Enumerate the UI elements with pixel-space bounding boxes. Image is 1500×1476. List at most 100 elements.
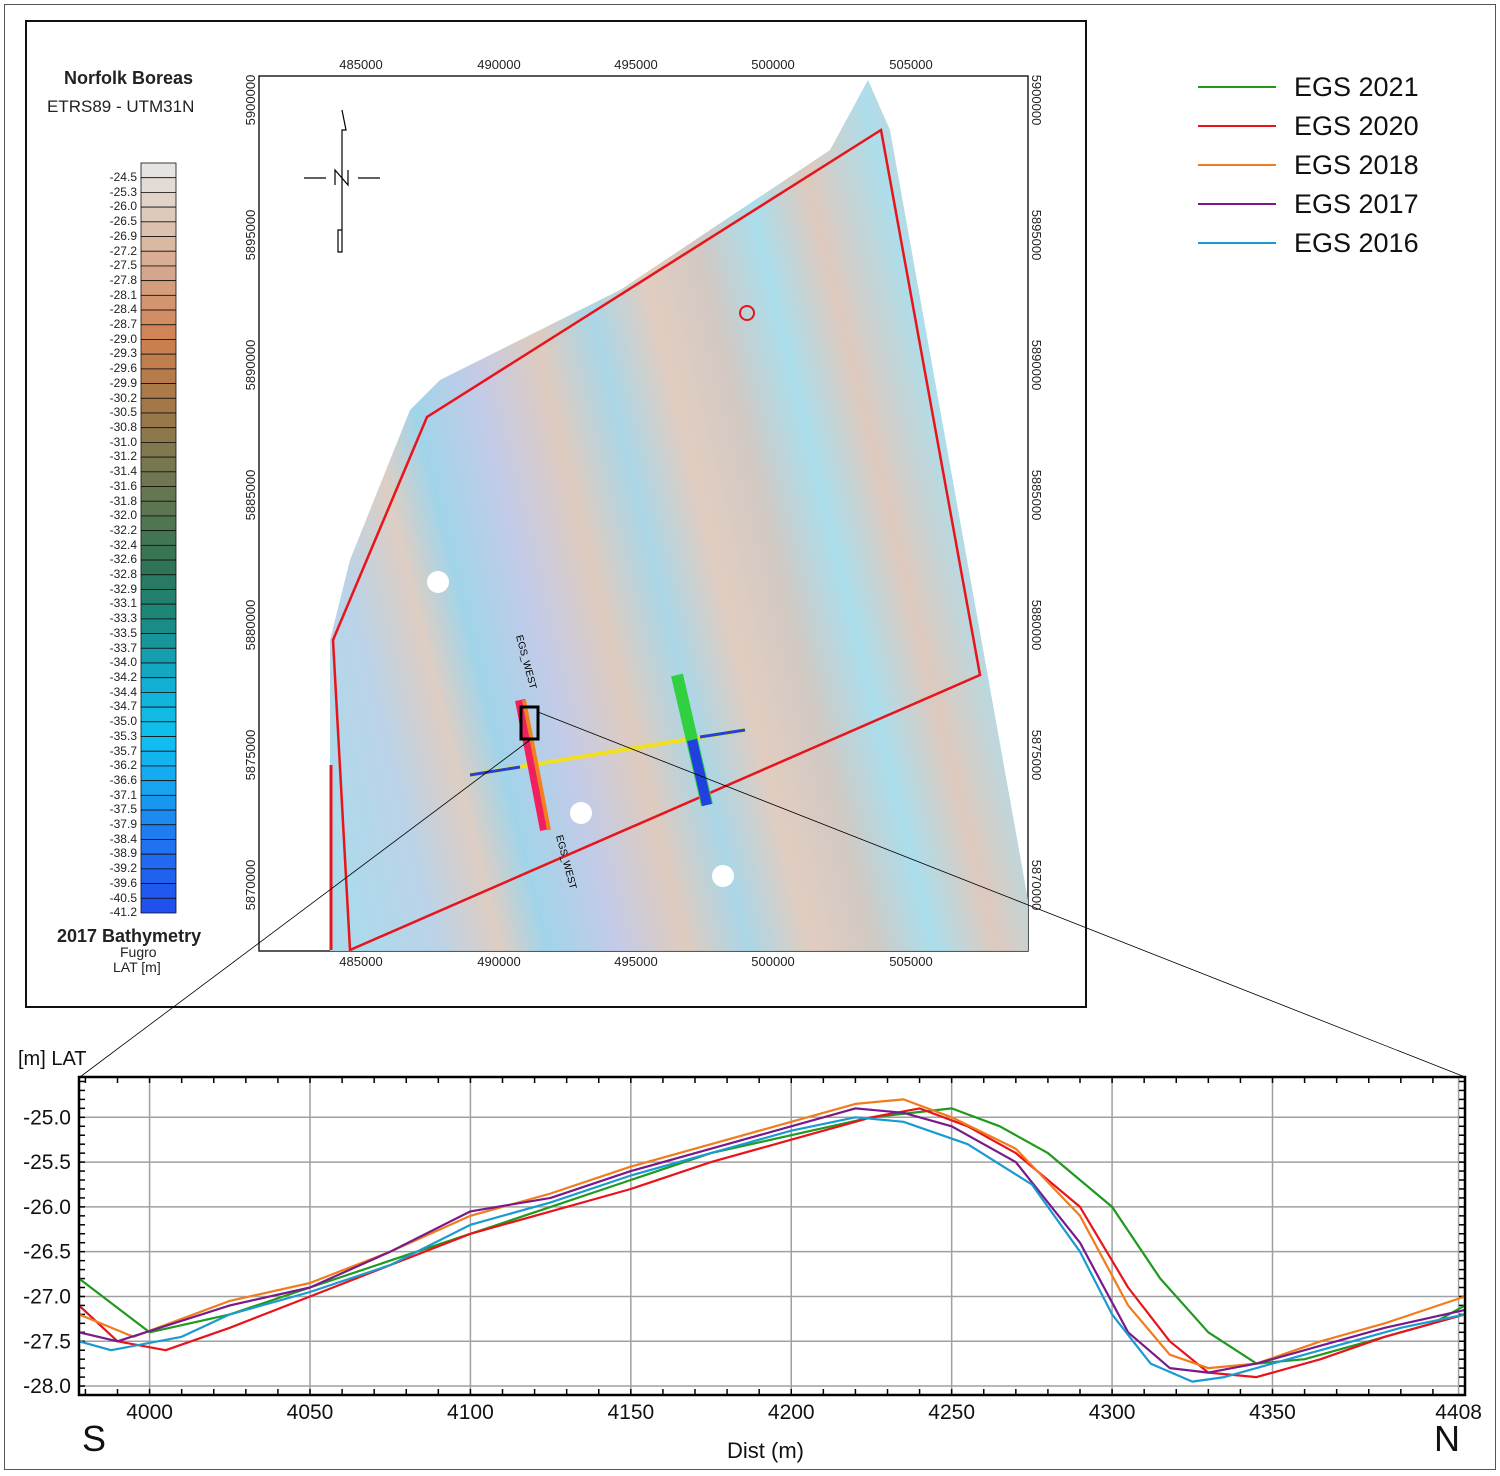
colorbar-label: -32.8 xyxy=(109,567,137,582)
colorbar-label: -34.0 xyxy=(109,655,137,670)
plot-frame xyxy=(77,1075,1467,1397)
legend-swatch xyxy=(1198,125,1276,127)
colorbar-label: -40.5 xyxy=(109,890,137,905)
data-gap xyxy=(712,865,734,887)
y-tick-label: -27.5 xyxy=(23,1330,71,1353)
colorbar-label: -29.0 xyxy=(109,331,137,346)
marker-circle xyxy=(739,305,755,321)
northing-label-right: 5890000 xyxy=(1029,340,1044,391)
end-label-n: N xyxy=(1434,1418,1460,1459)
colorbar-label: -36.2 xyxy=(109,758,137,773)
y-axis-label: [m] LAT xyxy=(18,1048,87,1070)
northing-label-left: 5890000 xyxy=(243,340,258,391)
plot-area xyxy=(79,1077,1465,1395)
colorbar-label: -29.6 xyxy=(109,361,137,376)
colorbar-label: -39.6 xyxy=(109,875,137,890)
legend-label: EGS 2018 xyxy=(1294,149,1419,180)
legend-label: EGS 2020 xyxy=(1294,110,1419,141)
x-tick-label: 4200 xyxy=(768,1401,815,1424)
colorbar-label: -34.4 xyxy=(109,684,137,699)
colorbar-label: -26.5 xyxy=(109,214,137,229)
survey-boundary xyxy=(331,127,982,952)
y-tick-label: -25.0 xyxy=(23,1106,71,1129)
colorbar-label: -32.2 xyxy=(109,522,137,537)
northing-label-left: 5875000 xyxy=(243,730,258,781)
north-arrow xyxy=(304,109,380,253)
zoom-connector-right xyxy=(537,711,1466,1078)
northing-label-left: 5885000 xyxy=(243,470,258,521)
colorbar-label: -26.0 xyxy=(109,199,137,214)
easting-label: 500000 xyxy=(751,954,794,969)
y-tick-label: -26.5 xyxy=(23,1241,71,1264)
colorbar-label: -37.5 xyxy=(109,802,137,817)
colorbar-title: 2017 Bathymetry xyxy=(57,926,202,946)
colorbar-label: -29.3 xyxy=(109,346,137,361)
colorbar-label: -32.9 xyxy=(109,581,137,596)
easting-label: 490000 xyxy=(477,954,520,969)
x-tick-label: 4150 xyxy=(607,1401,654,1424)
colorbar-label: -24.5 xyxy=(109,170,137,184)
legend-swatch xyxy=(1198,203,1276,205)
northing-label-right: 5895000 xyxy=(1029,210,1044,261)
colorbar-label: -33.1 xyxy=(109,596,137,611)
legend-item: EGS 2021 xyxy=(1198,72,1419,102)
legend-item: EGS 2016 xyxy=(1198,228,1419,258)
easting-label: 485000 xyxy=(339,57,382,72)
colorbar-label: -30.2 xyxy=(109,390,137,405)
x-axis-label: Dist (m) xyxy=(727,1438,804,1463)
transect-cross-end xyxy=(699,728,746,739)
colorbar-label: -28.4 xyxy=(109,302,137,317)
series-line-egs-2020 xyxy=(78,1107,1466,1379)
colorbar-label: -35.3 xyxy=(109,728,137,743)
y-tick-label: -26.0 xyxy=(23,1196,71,1219)
y-tick-label: -28.0 xyxy=(23,1375,71,1398)
colorbar-label: -28.1 xyxy=(109,287,137,302)
easting-label: 490000 xyxy=(477,57,520,72)
legend-item: EGS 2017 xyxy=(1198,189,1419,219)
colorbar-label: -37.1 xyxy=(109,787,137,802)
x-tick-label: 4250 xyxy=(928,1401,975,1424)
legend-item: EGS 2020 xyxy=(1198,111,1419,141)
zoom-box xyxy=(519,705,540,741)
colorbar-source: Fugro xyxy=(120,944,157,960)
legend-item: EGS 2018 xyxy=(1198,150,1419,180)
colorbar-label: -34.7 xyxy=(109,699,137,714)
colorbar-label: -35.0 xyxy=(109,714,137,729)
colorbar-labels: -24.5 -25.3 -26.0 -26.5 -26.9 -27.2 -27.5 -27.8… xyxy=(90,170,137,920)
bathymetry-coverage xyxy=(330,80,1028,951)
transect-cross-end xyxy=(469,765,521,777)
colorbar-label: -33.3 xyxy=(109,611,137,626)
legend-label: EGS 2021 xyxy=(1294,71,1419,102)
x-tick-label: 4100 xyxy=(447,1401,494,1424)
colorbar-label: -31.4 xyxy=(109,464,137,479)
colorbar-label: -27.5 xyxy=(109,258,137,273)
data-gap xyxy=(570,802,592,824)
colorbar-label: -34.2 xyxy=(109,670,137,684)
colorbar-label: -31.8 xyxy=(109,493,137,508)
colorbar-label: -32.6 xyxy=(109,552,137,567)
zoom-connector-left xyxy=(79,739,531,1078)
x-tick-label: 4000 xyxy=(126,1401,173,1424)
northing-label-left: 5900000 xyxy=(243,75,258,126)
colorbar-label: -39.2 xyxy=(109,861,137,876)
northing-label-right: 5885000 xyxy=(1029,470,1044,521)
colorbar-label: -38.4 xyxy=(109,831,137,846)
map-axis-labels: 485000 485000 490000 490000 495000 495000 5000… xyxy=(243,57,1044,969)
colorbar-label: -31.0 xyxy=(109,434,137,449)
colorbar-label: -32.4 xyxy=(109,537,137,552)
easting-label: 505000 xyxy=(889,954,932,969)
northing-label-right: 5880000 xyxy=(1029,600,1044,651)
colorbar-label: -31.6 xyxy=(109,478,137,493)
colorbar-swatch xyxy=(140,897,177,914)
colorbar-label: -28.7 xyxy=(109,317,137,332)
legend-swatch xyxy=(1198,164,1276,166)
colorbar-unit: LAT [m] xyxy=(113,959,161,975)
x-tick-label: 4300 xyxy=(1089,1401,1136,1424)
legend-label: EGS 2016 xyxy=(1294,227,1419,258)
colorbar-label: -26.9 xyxy=(109,228,137,243)
legend: EGS 2021 EGS 2020 EGS 2018 EGS 2017 EGS 2016 xyxy=(1198,72,1478,272)
colorbar-label: -32.0 xyxy=(109,508,137,523)
map-crs: ETRS89 - UTM31N xyxy=(47,97,195,116)
easting-label: 500000 xyxy=(751,57,794,72)
